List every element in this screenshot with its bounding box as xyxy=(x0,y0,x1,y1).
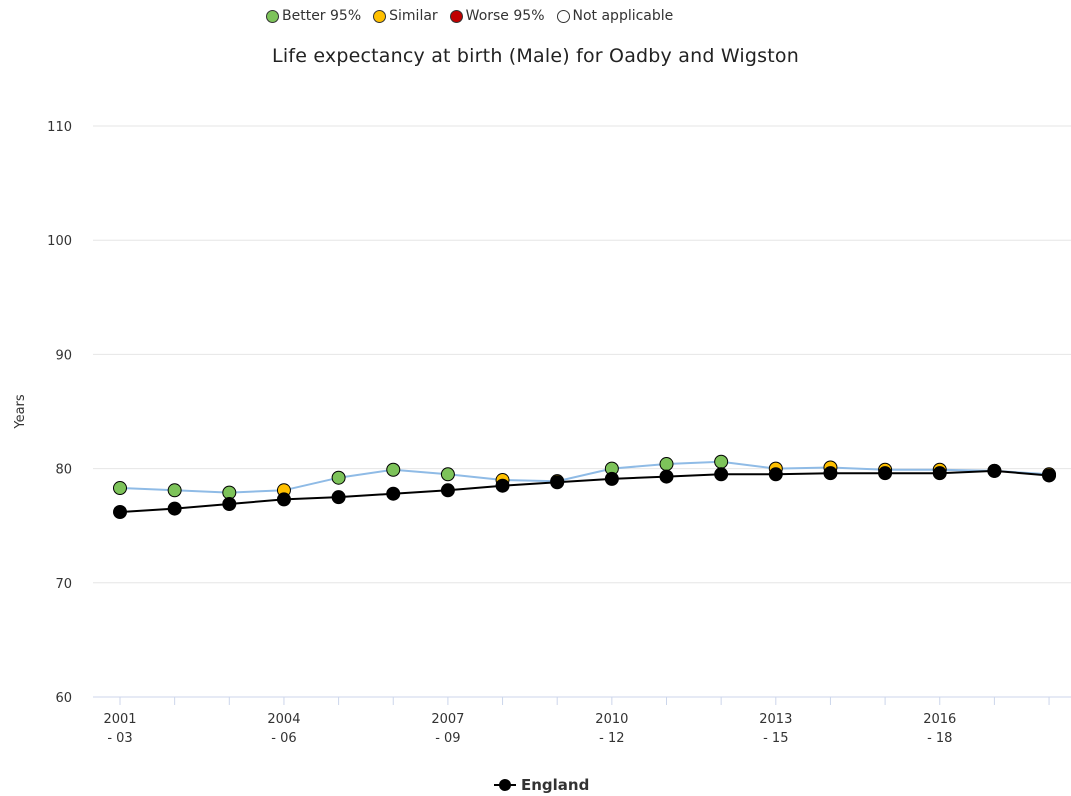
england-series-point xyxy=(167,501,182,516)
england-series-point xyxy=(878,466,893,481)
worse-dot-icon xyxy=(449,9,463,23)
legend-item-better[interactable]: Better 95% xyxy=(266,8,361,24)
area-series-point xyxy=(440,467,455,482)
legend-label-not-applicable: Not applicable xyxy=(572,8,674,24)
england-series-point xyxy=(550,475,565,490)
better-dot-icon xyxy=(266,9,279,23)
england-series-point xyxy=(331,490,346,505)
england-series-point xyxy=(386,486,401,501)
y-axis-label: Years xyxy=(13,394,28,430)
area-series-point xyxy=(167,483,182,498)
x-tick-label: 2016 xyxy=(923,712,956,727)
area-series-point xyxy=(659,457,674,472)
x-tick-label: 2004 xyxy=(267,712,300,727)
y-tick-label: 90 xyxy=(55,348,72,363)
england-series-icon xyxy=(494,779,516,791)
england-series-point xyxy=(987,463,1002,478)
area-series-line xyxy=(119,460,1050,494)
x-tick-label: - 18 xyxy=(927,731,952,746)
england-series-point xyxy=(659,469,674,484)
area-series-point xyxy=(331,470,346,485)
england-series-point xyxy=(222,497,237,512)
x-tick-label: - 03 xyxy=(107,731,132,746)
significance-legend: Better 95% Similar Worse 95% Not applica… xyxy=(266,8,685,24)
england-series-point xyxy=(714,467,729,482)
x-tick-label: - 06 xyxy=(271,731,296,746)
area-series-point xyxy=(386,462,401,477)
england-series-point xyxy=(823,466,838,481)
legend-item-worse[interactable]: Worse 95% xyxy=(449,8,545,24)
chart-title: Life expectancy at birth (Male) for Oadb… xyxy=(272,45,799,67)
x-tick-label: - 12 xyxy=(599,731,624,746)
series-legend-england[interactable]: England xyxy=(493,776,589,794)
england-legend-label: England xyxy=(521,776,590,794)
area-series-point xyxy=(714,454,729,469)
england-series-line xyxy=(119,469,1050,513)
x-tick-label: - 09 xyxy=(435,731,460,746)
england-series-point xyxy=(495,478,510,493)
y-tick-label: 60 xyxy=(55,691,72,706)
england-series-point xyxy=(1042,468,1057,483)
england-series-point xyxy=(440,483,455,498)
legend-label-worse: Worse 95% xyxy=(465,8,545,24)
england-series-point xyxy=(604,471,619,486)
series-lines xyxy=(119,460,1050,513)
x-tick-label: - 15 xyxy=(763,731,788,746)
england-series-point xyxy=(932,466,947,481)
series-points xyxy=(113,454,1057,519)
legend-label-better: Better 95% xyxy=(282,8,362,24)
x-tick-label: 2007 xyxy=(431,712,464,727)
similar-dot-icon xyxy=(373,9,387,23)
y-tick-label: 70 xyxy=(55,577,72,592)
y-tick-label: 110 xyxy=(47,120,72,135)
y-tick-label: 100 xyxy=(47,234,72,249)
area-series-point xyxy=(113,481,127,496)
not-applicable-dot-icon xyxy=(556,9,570,23)
legend-item-not-applicable[interactable]: Not applicable xyxy=(556,8,674,24)
england-series-point xyxy=(276,492,291,507)
england-series-point xyxy=(113,504,127,519)
x-axis: 2001 - 03 2004 - 06 2007 - 09 2010 - 12 2013 - 15… xyxy=(93,696,1071,746)
y-gridlines xyxy=(93,125,1071,584)
legend-item-similar[interactable]: Similar xyxy=(373,8,438,24)
x-tick-label: 2001 xyxy=(103,712,136,727)
y-tick-label: 80 xyxy=(55,463,72,478)
y-tick-labels: 60 70 80 90 100 110 xyxy=(47,120,72,706)
legend-label-similar: Similar xyxy=(389,8,438,24)
x-tick-label: 2013 xyxy=(759,712,792,727)
england-series-point xyxy=(768,467,783,482)
x-tick-label: 2010 xyxy=(595,712,628,727)
